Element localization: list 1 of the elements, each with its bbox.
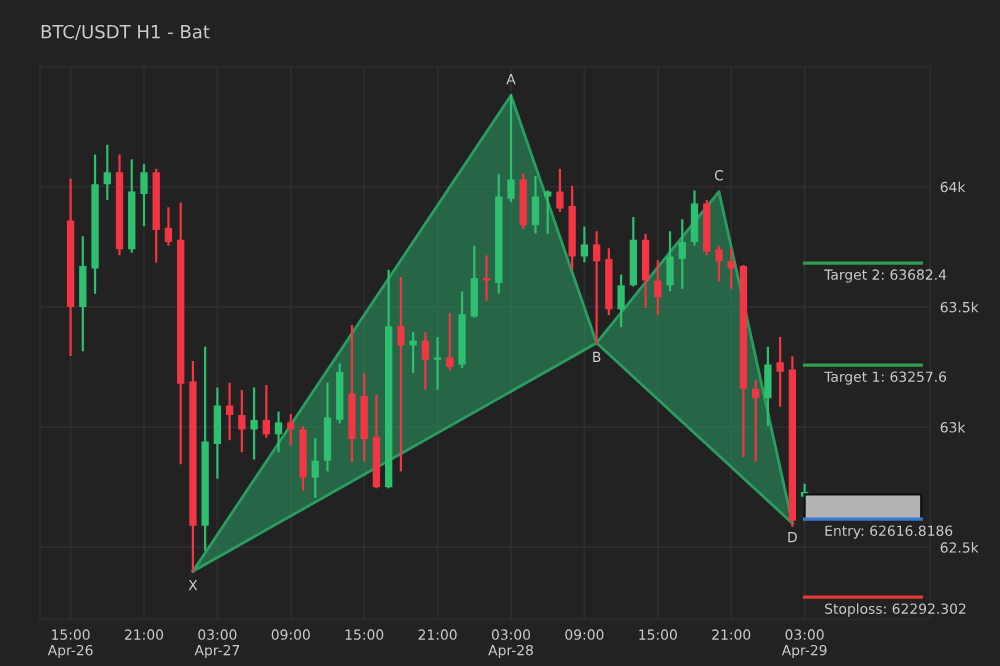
chart-title: BTC/USDT H1 - Bat [41,24,210,40]
